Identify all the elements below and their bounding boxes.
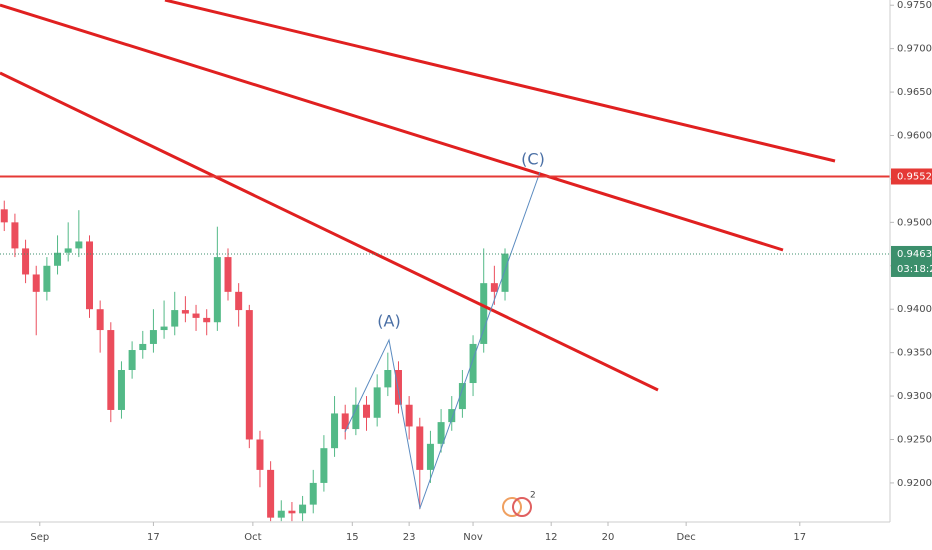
candle-body: [235, 291, 243, 311]
candle-body: [0, 209, 8, 223]
candle-body: [448, 409, 456, 423]
x-tick-label: Sep: [30, 532, 49, 543]
candle-body: [224, 257, 232, 292]
y-tick-label: 0.97500: [897, 0, 932, 11]
candle-body: [54, 252, 62, 266]
candle-body: [128, 350, 136, 371]
wave-label: (C): [521, 150, 545, 169]
candle-body: [85, 241, 93, 310]
candle-body: [160, 326, 168, 331]
x-tick-label: 17: [793, 532, 806, 543]
candle-body: [181, 310, 189, 314]
candle-body: [139, 343, 147, 351]
candle-body: [149, 330, 157, 344]
candle-body: [22, 248, 30, 275]
candle-body: [458, 383, 466, 410]
candle-body: [43, 265, 51, 292]
x-tick-label: 17: [147, 532, 160, 543]
candle-body: [394, 370, 402, 405]
trend-line: [164, 0, 836, 163]
candle-body: [192, 313, 200, 318]
candle-body: [32, 274, 40, 292]
candle-body: [320, 448, 328, 483]
x-tick-label: 23: [403, 532, 416, 543]
candle-body: [363, 404, 371, 418]
candle-body: [416, 426, 424, 470]
last-price-label: 0.94636: [897, 249, 932, 260]
candle-body: [256, 439, 264, 470]
svg-text:2: 2: [530, 491, 536, 501]
wave-line: [344, 171, 541, 510]
x-tick-label: Nov: [463, 532, 483, 543]
candle-body: [384, 370, 392, 388]
candle-body: [64, 248, 72, 253]
candle-body: [171, 310, 179, 327]
candle-body: [373, 387, 381, 418]
hline-label: 0.95528: [897, 171, 932, 182]
candle-body: [490, 283, 498, 292]
x-tick-label: Oct: [244, 532, 261, 543]
candle-body: [267, 469, 275, 518]
watermark: 2: [502, 491, 536, 517]
hline-label-box: [891, 168, 932, 185]
candle-body: [501, 253, 509, 292]
candle-body: [117, 370, 125, 410]
x-tick-label: 20: [602, 532, 615, 543]
candle-body: [299, 504, 307, 514]
candle-body: [75, 241, 83, 249]
candle-body: [341, 413, 349, 430]
candle-body: [352, 404, 360, 430]
candles: [0, 200, 509, 522]
plot-area: (A) (C) 2: [0, 0, 890, 522]
candle-body: [96, 309, 104, 331]
x-tick-label: Dec: [676, 532, 695, 543]
candle-body: [469, 343, 477, 384]
candle-body: [277, 510, 285, 518]
candle-body: [288, 510, 296, 514]
candle-body: [11, 222, 19, 249]
candle-body: [107, 330, 115, 410]
trend-line: [0, 71, 659, 392]
candle-body: [203, 317, 211, 323]
trend-line: [0, 3, 784, 252]
wave-label: (A): [377, 312, 400, 331]
candle-body: [426, 443, 434, 470]
candle-body: [213, 257, 221, 323]
candle-body: [331, 413, 339, 449]
candle-body: [437, 422, 445, 444]
x-tick-label: 15: [346, 532, 359, 543]
last-price-box: [891, 245, 932, 277]
candle-body: [245, 310, 253, 440]
countdown-label: 03:18:22: [897, 264, 932, 275]
candle-body: [309, 482, 317, 505]
candle-body: [480, 283, 488, 344]
x-tick-label: 12: [545, 532, 558, 543]
candle-body: [405, 404, 413, 427]
